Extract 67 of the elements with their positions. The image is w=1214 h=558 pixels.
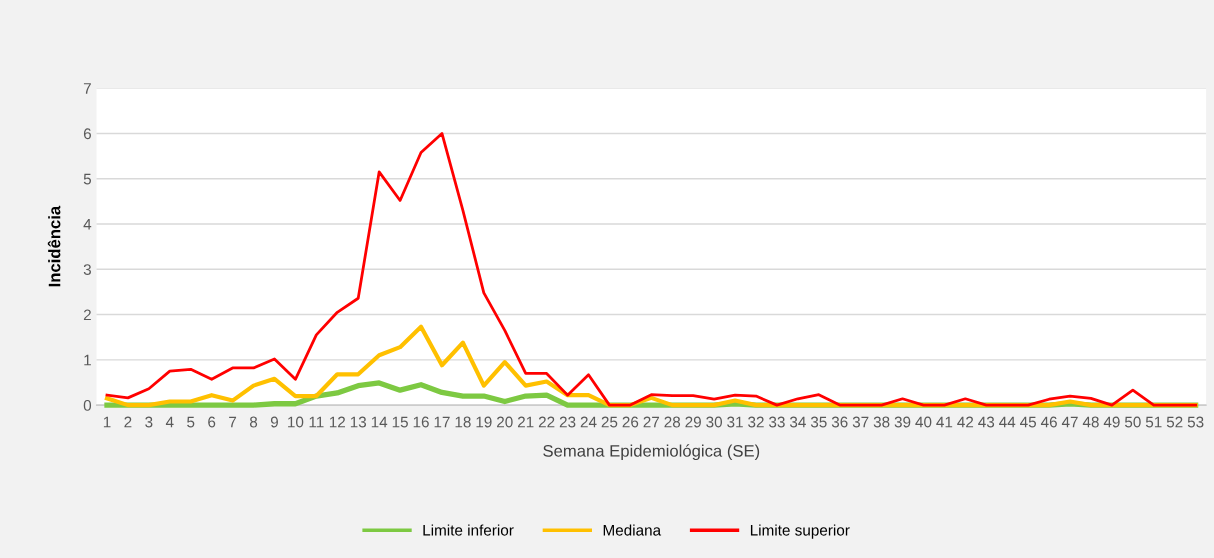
x-tick-label: 37	[852, 416, 869, 428]
x-tick-label: 51	[1145, 416, 1162, 428]
x-tick-label: 10	[288, 416, 304, 428]
x-tick-label: 32	[748, 416, 764, 428]
x-tick-label: 31	[727, 416, 743, 428]
x-tick-label: 20	[497, 416, 513, 428]
x-tick-label: 13	[350, 416, 367, 428]
y-tick-label: 7	[83, 83, 91, 94]
x-tick-label: 9	[270, 416, 278, 428]
x-tick-label: 41	[936, 416, 953, 428]
x-tick-label: 30	[706, 416, 723, 428]
x-tick-label: 17	[434, 416, 450, 428]
y-tick-label: 5	[83, 173, 92, 185]
x-tick-label: 42	[957, 416, 974, 428]
x-tick-label: 18	[455, 416, 471, 428]
x-tick-label: 15	[392, 416, 408, 428]
x-tick-label: 44	[999, 416, 1016, 428]
x-tick-label: 16	[413, 416, 429, 428]
legend-label: Limite inferior	[423, 524, 514, 536]
y-tick-label: 4	[83, 219, 92, 230]
x-tick-label: 26	[622, 416, 639, 428]
legend-label: Limite superior	[750, 524, 850, 539]
x-tick-label: 6	[208, 416, 216, 428]
x-tick-label: 5	[187, 416, 195, 428]
x-tick-label: 52	[1166, 416, 1183, 428]
x-tick-label: 24	[580, 416, 597, 428]
x-tick-label: 29	[685, 416, 701, 428]
x-tick-label: 1	[103, 416, 111, 428]
x-tick-label: 11	[309, 416, 324, 428]
y-tick-label: 3	[83, 264, 91, 275]
x-tick-label: 48	[1082, 416, 1099, 428]
x-tick-label: 14	[371, 416, 388, 428]
x-tick-label: 12	[329, 416, 345, 428]
x-tick-label: 46	[1040, 416, 1057, 428]
x-tick-label: 2	[124, 416, 132, 428]
x-tick-label: 7	[229, 416, 237, 428]
x-tick-label: 21	[517, 416, 534, 428]
x-tick-label: 47	[1061, 416, 1078, 428]
x-tick-label: 19	[476, 416, 492, 428]
x-tick-label: 4	[165, 416, 174, 428]
x-tick-label: 36	[831, 416, 848, 428]
y-tick-label: 1	[84, 354, 91, 366]
x-tick-label: 39	[894, 416, 911, 428]
x-tick-label: 34	[789, 416, 806, 428]
x-tick-label: 49	[1103, 416, 1120, 428]
x-tick-label: 38	[873, 416, 890, 428]
y-tick-label: 0	[83, 399, 92, 411]
x-tick-label: 50	[1124, 416, 1141, 428]
x-tick-label: 25	[601, 416, 618, 428]
y-tick-label: 2	[83, 309, 91, 321]
x-axis-title: Semana Epidemiológica (SE)	[543, 444, 760, 461]
x-tick-label: 8	[249, 416, 258, 428]
y-axis-title: Incidência	[47, 205, 61, 287]
x-tick-label: 3	[145, 416, 153, 428]
x-tick-label: 33	[769, 416, 785, 428]
x-tick-label: 35	[810, 416, 827, 428]
x-tick-label: 23	[559, 416, 576, 428]
x-tick-label: 40	[915, 416, 932, 428]
line-series	[105, 132, 1198, 407]
x-tick-label: 45	[1020, 416, 1037, 428]
x-tick-label: 27	[643, 416, 660, 428]
y-tick-label: 6	[83, 128, 91, 140]
x-tick-label: 22	[538, 416, 555, 428]
legend-label: Mediana	[603, 524, 662, 536]
x-tick-label: 43	[978, 416, 995, 428]
x-tick-label: 53	[1187, 416, 1204, 428]
x-tick-label: 28	[664, 416, 681, 428]
